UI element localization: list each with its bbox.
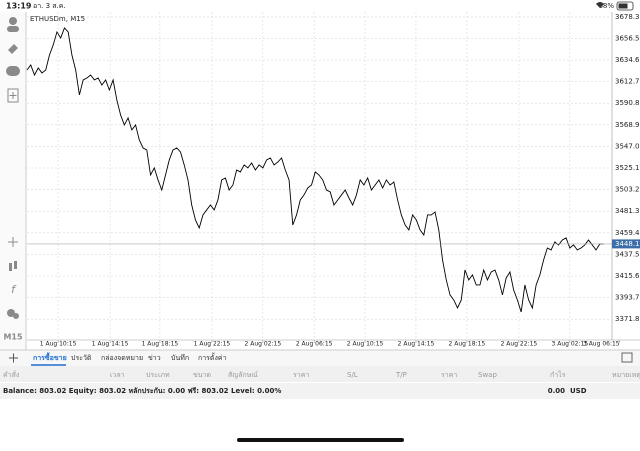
- price-line: [26, 27, 604, 313]
- y-tick-label: 3547.00: [615, 142, 640, 150]
- column-header: สัญลักษณ์: [228, 371, 258, 379]
- status-date: อา. 3 ส.ค.: [33, 2, 66, 10]
- column-header: ราคา: [441, 371, 457, 379]
- y-tick-label: 3437.50: [615, 250, 640, 258]
- x-tick-label: 3 Aug 06:15: [583, 341, 620, 348]
- tab[interactable]: ประวัติ: [71, 354, 92, 362]
- add-button[interactable]: [9, 353, 18, 363]
- x-tick-label: 1 Aug 18:15: [142, 341, 179, 348]
- y-tick-label: 3459.40: [615, 229, 640, 237]
- y-tick-label: 3568.90: [615, 121, 640, 129]
- tab[interactable]: บันทึก: [171, 353, 189, 362]
- column-header: T/P: [395, 371, 407, 379]
- column-header: Swap: [478, 371, 497, 379]
- column-header: [0, 366, 640, 382]
- tool-add[interactable]: [7, 88, 19, 103]
- y-tick-label: 3393.70: [615, 294, 640, 302]
- tab[interactable]: ข่าว: [148, 354, 161, 362]
- column-header: หมายเหตุ: [612, 371, 640, 379]
- y-tick-label: 3371.80: [615, 315, 640, 323]
- y-tick-label: 3415.60: [615, 272, 640, 280]
- chart-title: ETHUSDm, M15: [30, 15, 85, 23]
- x-tick-label: 2 Aug 14:15: [398, 341, 435, 348]
- x-tick-label: 1 Aug 14:15: [92, 341, 129, 348]
- tool-indicators[interactable]: f: [11, 283, 17, 296]
- battery-icon: [616, 1, 634, 11]
- toolbar: [0, 12, 26, 350]
- column-header: กำไร: [550, 370, 566, 379]
- currency: USD: [570, 387, 587, 395]
- home-indicator: [237, 438, 404, 442]
- tool-chat[interactable]: [6, 66, 20, 76]
- columns: คำสั่ง เวลา ประเภท ขนาด สัญลักษณ์ ราคา S/L T/P ร…: [3, 370, 640, 379]
- y-tick-label: 3525.10: [615, 164, 640, 172]
- x-tick-label: 3 Aug 02:15: [552, 341, 589, 348]
- status-time: 13:19: [6, 2, 32, 11]
- timeframe-button[interactable]: M15: [3, 333, 23, 342]
- current-price-label: 3448.15: [615, 240, 640, 248]
- x-tick-label: 2 Aug 10:15: [347, 341, 384, 348]
- column-header: S/L: [347, 371, 358, 379]
- battery-level: [618, 3, 628, 9]
- current-price-tag: [612, 239, 640, 249]
- column-header: คำสั่ง: [3, 370, 19, 379]
- battery-percent: 68%: [598, 2, 614, 10]
- svg-text:f: f: [11, 283, 17, 296]
- x-tick-label: 2 Aug 06:15: [296, 341, 333, 348]
- y-tick-label: 3590.80: [615, 99, 640, 107]
- panel-menu[interactable]: [621, 352, 633, 363]
- account-summary: Balance: 803.02 Equity: 803.02 หลักประกั…: [3, 387, 281, 395]
- x-tick-label: 2 Aug 22:15: [501, 341, 538, 348]
- y-tick-label: 3481.30: [615, 207, 640, 215]
- y-tick-label: 3612.70: [615, 78, 640, 86]
- y-tick-label: 3503.20: [615, 186, 640, 194]
- tool-account[interactable]: [7, 17, 19, 32]
- tab[interactable]: การตั้งค่า: [198, 351, 227, 362]
- profit: 0.00: [548, 387, 565, 395]
- x-tick-label: 1 Aug 10:15: [40, 341, 77, 348]
- tool-candles[interactable]: [9, 261, 17, 271]
- y-tick-label: 3634.60: [615, 56, 640, 64]
- wifi-icon: [596, 2, 604, 8]
- column-header: เวลา: [110, 371, 125, 379]
- plot: 3678.30 3656.50 3634.60 3612.70 3590.80 3568.…: [26, 12, 640, 348]
- column-header: ขนาด: [193, 371, 211, 379]
- tool-crosshair[interactable]: [8, 237, 18, 247]
- y-tick-label: 3678.30: [615, 13, 640, 21]
- tab-bar: [0, 350, 640, 366]
- column-header: ราคา: [293, 371, 309, 379]
- tab[interactable]: กล่องจดหมาย: [101, 354, 143, 362]
- y-tick-label: 3656.50: [615, 34, 640, 42]
- tabs: การซื้อขาย ประวัติ กล่องจดหมาย ข่าว บันทึก กา…: [31, 351, 227, 366]
- x-tick-label: 2 Aug 18:15: [449, 341, 486, 348]
- balance-row: [0, 383, 640, 399]
- tab[interactable]: การซื้อขาย: [33, 351, 67, 362]
- tool-objects[interactable]: [7, 309, 19, 319]
- column-header: ประเภท: [146, 371, 170, 379]
- tool-trade[interactable]: [8, 44, 18, 54]
- x-tick-label: 1 Aug 22:15: [194, 341, 231, 348]
- x-tick-label: 2 Aug 02:15: [245, 341, 282, 348]
